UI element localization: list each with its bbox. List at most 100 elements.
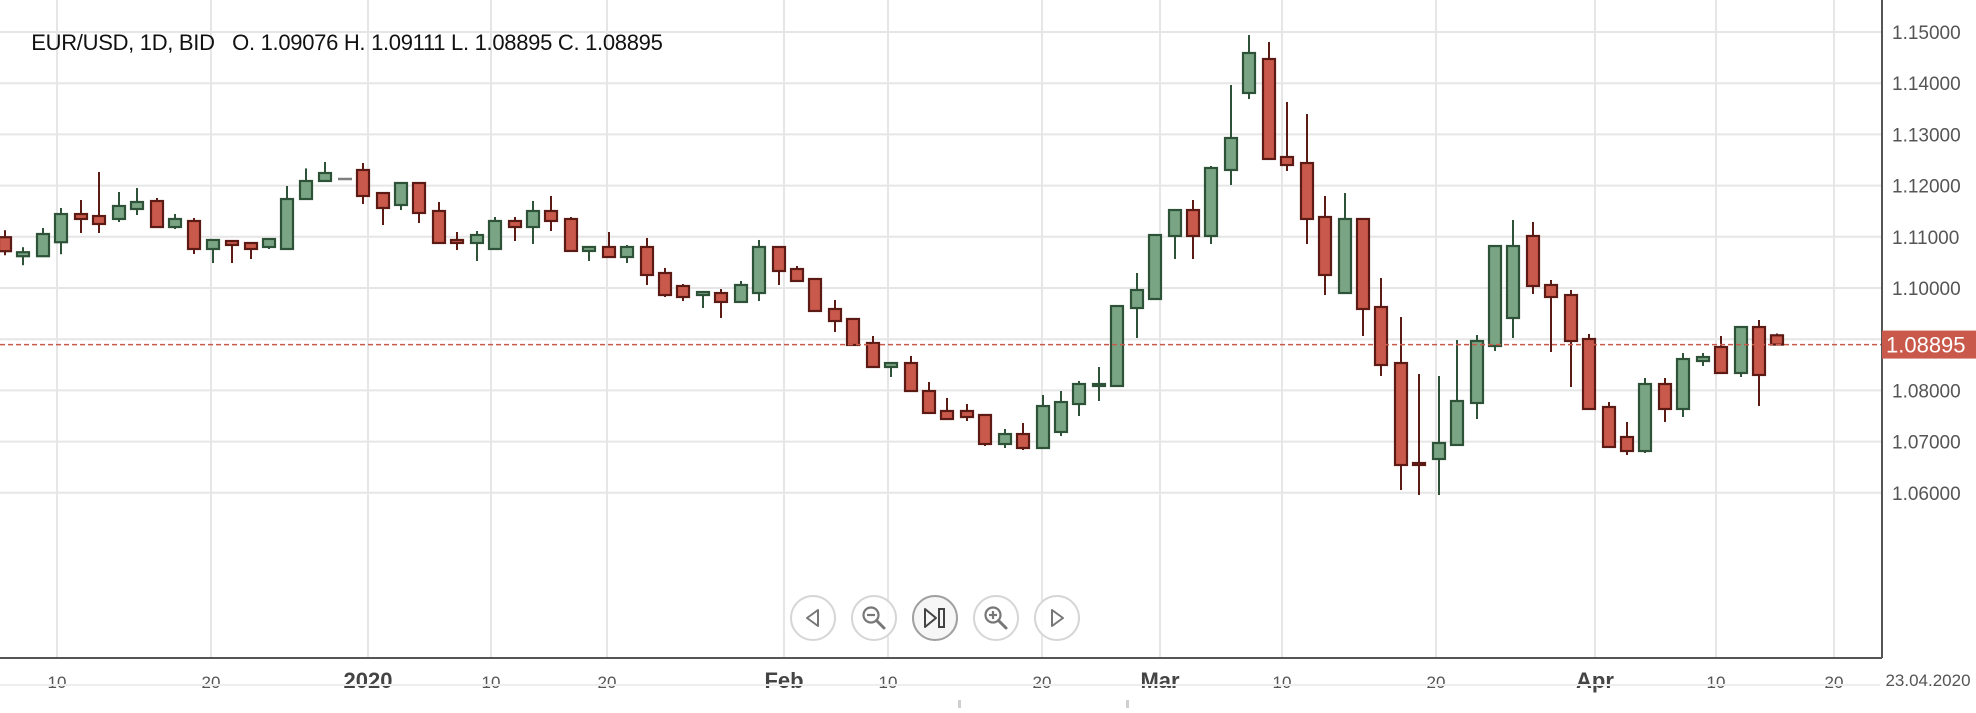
candle <box>1203 165 1219 245</box>
candle <box>733 280 749 304</box>
candle <box>469 231 485 262</box>
navigator-right-handle[interactable] <box>1126 700 1129 708</box>
candle <box>771 245 787 285</box>
time-tick-label: 10 <box>1273 673 1292 692</box>
candle <box>111 192 127 223</box>
triangle-right-icon <box>1051 609 1064 627</box>
candle <box>657 267 673 298</box>
candles <box>0 35 1785 496</box>
candle <box>205 238 221 264</box>
time-tick-label: 2020 <box>344 668 393 693</box>
close-label: C. <box>557 30 580 55</box>
candle <box>15 247 31 266</box>
candle <box>411 181 427 223</box>
high-label: H. <box>343 30 366 55</box>
candle <box>883 361 899 377</box>
price-tick-label: 1.10000 <box>1892 279 1961 300</box>
candle <box>939 397 955 421</box>
candle <box>827 299 843 332</box>
price-tick-label: 1.12000 <box>1892 177 1961 198</box>
chart-header: EUR/USD, 1D, BID O. 1.09076 H. 1.09111 L… <box>8 4 663 82</box>
candle <box>639 237 655 285</box>
high-value: 1.09111 <box>371 30 446 55</box>
time-tick-label: Mar <box>1140 668 1180 693</box>
time-tick-label: 20 <box>202 673 221 692</box>
candle <box>449 231 465 251</box>
candle <box>1449 340 1465 447</box>
low-label: L. <box>451 30 469 55</box>
candle <box>279 186 295 251</box>
skip-to-end-icon <box>924 608 945 628</box>
candle <box>675 284 691 302</box>
candle <box>1411 374 1427 496</box>
zoom-in-button[interactable] <box>973 595 1019 641</box>
candle <box>1373 278 1389 377</box>
candle <box>1619 421 1635 456</box>
time-tick-label: 20 <box>1033 673 1052 692</box>
candle <box>1337 193 1353 295</box>
candle <box>1431 376 1447 496</box>
candle <box>1299 114 1315 245</box>
zoom-out-button[interactable] <box>851 595 897 641</box>
candle <box>525 201 541 245</box>
low-value: 1.08895 <box>474 30 553 55</box>
candle <box>487 216 503 251</box>
candle <box>1769 333 1785 346</box>
candle <box>186 218 202 255</box>
candle <box>1581 333 1597 411</box>
candle <box>997 429 1013 448</box>
time-tick-label: 10 <box>48 673 67 692</box>
candle <box>865 335 881 369</box>
candle <box>1713 335 1729 375</box>
candle <box>845 317 861 347</box>
candle <box>1469 335 1485 420</box>
go-to-latest-button[interactable] <box>912 595 958 641</box>
candle <box>789 265 805 283</box>
candle <box>355 163 371 204</box>
candle <box>977 413 993 447</box>
candle <box>431 201 447 245</box>
candle <box>1317 195 1333 296</box>
time-tick-label: 10 <box>482 673 501 692</box>
candle <box>1053 391 1069 437</box>
price-tick-label: 1.14000 <box>1892 74 1961 95</box>
close-value: 1.08895 <box>585 30 663 55</box>
price-tick-label: 1.11000 <box>1892 228 1959 249</box>
current-price-badge: 1.08895 <box>1882 330 1976 359</box>
svg-text:1.08895: 1.08895 <box>1886 333 1966 358</box>
candle <box>1733 325 1749 377</box>
candle <box>1525 222 1541 294</box>
candle <box>53 208 69 255</box>
scroll-right-button[interactable] <box>1034 595 1080 641</box>
candle <box>1223 84 1239 185</box>
candle <box>91 171 107 234</box>
grid-lines <box>0 0 1882 658</box>
candle <box>1675 353 1691 418</box>
price-tick-label: 1.06000 <box>1892 484 1961 505</box>
zoom-in-icon <box>984 606 1008 630</box>
candle <box>149 197 165 229</box>
candle <box>1185 199 1201 260</box>
symbol-label: EUR/USD, 1D, BID <box>31 30 215 55</box>
candle <box>1543 280 1559 352</box>
candle <box>375 191 391 226</box>
scroll-left-button[interactable] <box>790 595 836 641</box>
navigator-left-handle[interactable] <box>958 700 961 708</box>
candle <box>0 230 13 256</box>
candle <box>1695 353 1711 366</box>
candle <box>224 239 240 264</box>
candle <box>619 244 635 264</box>
candle <box>903 355 919 393</box>
candle <box>751 239 767 302</box>
time-tick-label: 20 <box>1825 673 1844 692</box>
candle <box>1563 289 1579 388</box>
candle <box>167 214 183 230</box>
candle <box>1279 101 1295 172</box>
candle <box>393 181 409 211</box>
candle <box>507 216 523 241</box>
range-navigator[interactable] <box>0 684 1880 710</box>
candle <box>1167 208 1183 260</box>
candle <box>1657 378 1673 422</box>
